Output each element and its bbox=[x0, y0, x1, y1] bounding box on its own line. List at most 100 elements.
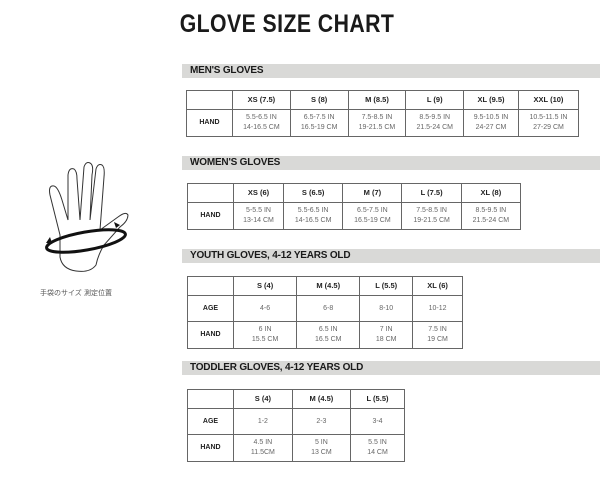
cell-line: 11.5CM bbox=[250, 449, 275, 456]
size-cell: 5-5.5 IN 13-14 CM bbox=[232, 202, 285, 230]
size-header: S (6.5) bbox=[283, 183, 344, 203]
size-cell: 6-8 bbox=[296, 295, 361, 322]
size-cell: 6.5-7.5 IN 16.5-19 CM bbox=[289, 109, 349, 137]
cell-line: 5.5-6.5 IN bbox=[246, 114, 277, 121]
table-row: HAND 5.5-6.5 IN 14-16.5 CM 6.5-7.5 IN 16.5-1… bbox=[186, 109, 580, 137]
cell-line: 16.5-19 CM bbox=[300, 124, 338, 131]
size-header: S (4) bbox=[233, 389, 293, 409]
hand-measurement-icon bbox=[45, 162, 129, 272]
size-cell: 5.5-6.5 IN 14-16.5 CM bbox=[232, 109, 291, 137]
cell-line: 8-10 bbox=[379, 304, 394, 312]
size-cell: 7 IN 18 CM bbox=[359, 321, 414, 349]
size-header: M (4.5) bbox=[296, 276, 361, 296]
size-cell: 8-10 bbox=[359, 295, 414, 322]
cell-line: 13-14 CM bbox=[243, 217, 274, 224]
measurement-caption: 手袋のサイズ 測定位置 bbox=[40, 289, 113, 297]
mens-heading: MEN'S GLOVES bbox=[182, 64, 600, 78]
cell-line: 5.5-6.5 IN bbox=[297, 207, 329, 214]
size-cell: 7.5-8.5 IN 19-21.5 CM bbox=[401, 202, 462, 230]
cell-line: 18 CM bbox=[375, 336, 397, 343]
row-label: HAND bbox=[186, 109, 233, 137]
size-cell: 2-3 bbox=[291, 408, 352, 435]
cell-line: 7.5-8.5 IN bbox=[416, 207, 447, 214]
cell-line: 6 IN bbox=[258, 326, 272, 333]
cell-line: 16.5 CM bbox=[315, 336, 342, 343]
cell-line: 19-21.5 CM bbox=[413, 217, 450, 224]
size-header: XL (9.5) bbox=[463, 90, 519, 110]
size-cell: 7.5 IN 19 CM bbox=[412, 321, 463, 349]
cell-line: 1-2 bbox=[257, 417, 268, 425]
cell-line: 21.5-24 CM bbox=[416, 124, 454, 131]
row-label: AGE bbox=[187, 408, 234, 435]
size-cell: 8.5-9.5 IN 21.5-24 CM bbox=[405, 109, 465, 137]
header-row: XS (7.5) S (8) M (8.5) L (9) XL (9.5) XXL (10… bbox=[186, 90, 580, 110]
header-row: S (4) M (4.5) L (5.5) XL (6) bbox=[187, 276, 463, 296]
cell-line: 16.5-19 CM bbox=[354, 217, 391, 224]
table-row: HAND 5-5.5 IN 13-14 CM 5.5-6.5 IN 14-16.5 CM… bbox=[187, 202, 522, 230]
cell-line: 5 IN bbox=[314, 439, 328, 446]
size-header: XS (7.5) bbox=[232, 90, 291, 110]
cell-line: 27-29 CM bbox=[533, 124, 564, 131]
size-cell: 1-2 bbox=[233, 408, 293, 435]
cell-line: 13 CM bbox=[311, 449, 332, 456]
size-header: L (7.5) bbox=[401, 183, 462, 203]
cell-line: 15.5 CM bbox=[251, 336, 279, 343]
size-cell: 10-12 bbox=[412, 295, 463, 322]
cell-line: 7.5 IN bbox=[428, 326, 447, 333]
table-row: HAND 4.5 IN 11.5CM 5 IN 13 CM 5.5 IN 14 CM bbox=[187, 434, 405, 462]
cell-line: 5-5.5 IN bbox=[246, 207, 271, 214]
size-header: XL (8) bbox=[460, 183, 522, 203]
cell-line: 10.5-11.5 IN bbox=[529, 114, 568, 121]
womens-size-table: XS (6) S (6.5) M (7) L (7.5) XL (8) HAND 5-5.5… bbox=[187, 183, 522, 230]
cell-line: 8.5-9.5 IN bbox=[419, 114, 451, 121]
cell-line: 10-12 bbox=[428, 304, 447, 312]
toddler-heading: TODDLER GLOVES, 4-12 YEARS OLD bbox=[182, 361, 600, 375]
table-row: HAND 6 IN 15.5 CM 6.5 IN 16.5 CM 7 IN 18 CM 7.5… bbox=[187, 321, 463, 349]
size-cell: 3-4 bbox=[350, 408, 405, 435]
header-row: S (4) M (4.5) L (5.5) bbox=[187, 389, 405, 409]
row-label: HAND bbox=[187, 434, 234, 462]
row-label: AGE bbox=[187, 295, 234, 322]
cell-line: 3-4 bbox=[372, 417, 383, 425]
size-cell: 6.5-7.5 IN 16.5-19 CM bbox=[342, 202, 403, 230]
size-cell: 9.5-10.5 IN 24-27 CM bbox=[463, 109, 519, 137]
cell-line: 14-16.5 CM bbox=[243, 124, 280, 131]
size-cell: 5 IN 13 CM bbox=[291, 434, 352, 462]
cell-line: 6.5-7.5 IN bbox=[303, 114, 335, 121]
corner-cell bbox=[187, 276, 234, 296]
size-cell: 4-6 bbox=[232, 295, 298, 322]
size-header: XS (6) bbox=[232, 183, 285, 203]
size-cell: 4.5 IN 11.5CM bbox=[233, 434, 293, 462]
size-cell: 5.5 IN 14 CM bbox=[350, 434, 405, 462]
size-cell: 6 IN 15.5 CM bbox=[232, 321, 298, 349]
cell-line: 6.5 IN bbox=[318, 326, 338, 333]
cell-line: 24-27 CM bbox=[475, 124, 507, 131]
cell-line: 6.5-7.5 IN bbox=[356, 207, 388, 214]
cell-line: 8.5-9.5 IN bbox=[475, 207, 507, 214]
row-label: HAND bbox=[187, 321, 234, 349]
size-header: M (7) bbox=[342, 183, 403, 203]
header-row: XS (6) S (6.5) M (7) L (7.5) XL (8) bbox=[187, 183, 522, 203]
size-header: M (4.5) bbox=[291, 389, 352, 409]
cell-line: 14 CM bbox=[367, 449, 388, 456]
cell-line: 4-6 bbox=[260, 304, 271, 312]
size-header: XL (6) bbox=[412, 276, 463, 296]
size-header: L (5.5) bbox=[350, 389, 405, 409]
cell-line: 21.5-24 CM bbox=[472, 217, 510, 224]
size-header: L (9) bbox=[405, 90, 465, 110]
size-cell: 8.5-9.5 IN 21.5-24 CM bbox=[460, 202, 522, 230]
cell-line: 7.5-8.5 IN bbox=[361, 114, 393, 121]
corner-cell bbox=[187, 389, 234, 409]
cell-line: 9.5-10.5 IN bbox=[473, 114, 509, 121]
size-header: XXL (10) bbox=[517, 90, 580, 110]
size-header: S (8) bbox=[289, 90, 349, 110]
size-cell: 10.5-11.5 IN 27-29 CM bbox=[517, 109, 580, 137]
cell-line: 2-3 bbox=[316, 417, 327, 425]
corner-cell bbox=[186, 90, 233, 110]
youth-size-table: S (4) M (4.5) L (5.5) XL (6) AGE 4-6 6-8 8-10 10… bbox=[187, 276, 463, 349]
size-header: M (8.5) bbox=[347, 90, 407, 110]
size-cell: 7.5-8.5 IN 19-21.5 CM bbox=[347, 109, 407, 137]
youth-heading: YOUTH GLOVES, 4-12 YEARS OLD bbox=[182, 249, 600, 263]
cell-line: 19-21.5 CM bbox=[358, 124, 396, 131]
size-cell: 6.5 IN 16.5 CM bbox=[296, 321, 361, 349]
